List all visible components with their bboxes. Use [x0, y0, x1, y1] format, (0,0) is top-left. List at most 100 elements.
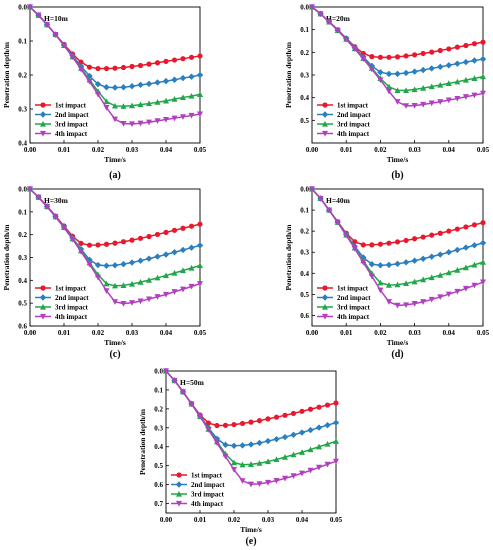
data-point: [78, 248, 84, 255]
legend-label: 1st impact: [55, 102, 87, 110]
data-point: [27, 4, 33, 11]
legend-label: 4th impact: [337, 313, 370, 321]
y-tick-label: 0.7: [154, 500, 163, 508]
x-tick-label: 0.05: [477, 146, 490, 154]
legend-label: 1st impact: [337, 285, 369, 293]
data-point: [154, 99, 161, 105]
y-tick-label: 0.1: [154, 386, 163, 394]
data-point: [163, 116, 169, 123]
data-point: [86, 64, 93, 70]
x-axis-label: Time/s: [104, 155, 126, 164]
data-point: [163, 291, 169, 298]
data-point: [265, 479, 271, 486]
data-point: [480, 220, 486, 226]
data-point: [471, 75, 478, 81]
data-point: [265, 416, 271, 422]
y-axis-label: Penetration depth/m: [2, 224, 11, 291]
data-point: [412, 236, 418, 242]
data-point: [403, 53, 409, 59]
legend-marker: [322, 130, 328, 137]
data-point: [420, 234, 426, 240]
y-tick-label: 0.3: [300, 72, 309, 80]
data-point: [188, 401, 195, 408]
panel-caption: (a): [109, 170, 121, 181]
chart-panel: 0.00 0.01 0.02 0.03 0.04 0.05 0.0 0.1 0.2 0.3 0.4 0…: [284, 4, 490, 182]
legend-marker: [175, 481, 183, 488]
legend-label: 1st impact: [337, 102, 369, 110]
x-tick-label: 0.02: [92, 329, 105, 337]
data-point: [299, 470, 305, 477]
data-point: [61, 224, 67, 231]
data-point: [360, 242, 366, 248]
data-point: [377, 241, 383, 247]
data-point: [480, 259, 486, 265]
data-point: [462, 264, 469, 271]
data-point: [394, 239, 401, 245]
data-point: [411, 86, 418, 93]
data-point: [265, 458, 271, 465]
legend-marker: [176, 500, 182, 507]
data-point: [154, 118, 161, 124]
data-point: [163, 97, 169, 104]
y-tick-label: 0.4: [154, 443, 163, 451]
data-point: [146, 277, 152, 283]
data-point: [129, 237, 135, 243]
y-tick-label: 0.0: [300, 4, 309, 12]
data-point: [137, 257, 144, 264]
data-point: [197, 414, 203, 420]
data-point: [137, 101, 144, 108]
data-point: [256, 481, 263, 487]
data-point: [480, 39, 486, 45]
data-point: [188, 244, 195, 251]
legend-marker: [322, 303, 328, 310]
data-point: [462, 94, 469, 100]
data-point: [377, 69, 384, 76]
data-point: [386, 54, 392, 60]
data-point: [403, 302, 410, 309]
data-point: [197, 221, 203, 227]
x-tick-label: 0.05: [477, 329, 490, 337]
data-point: [445, 269, 452, 276]
x-tick-label: 0.04: [296, 516, 309, 524]
x-tick-label: 0.01: [58, 329, 71, 337]
data-point: [44, 22, 50, 28]
legend-marker: [40, 102, 46, 108]
data-point: [385, 88, 392, 95]
x-tick-label: 0.05: [194, 329, 207, 337]
data-point: [463, 42, 469, 49]
data-point: [437, 99, 444, 105]
data-point: [351, 46, 358, 53]
data-point: [324, 440, 331, 447]
data-point: [454, 246, 461, 254]
y-tick-label: 0.6: [154, 481, 163, 489]
y-tick-label: 0.5: [18, 300, 27, 308]
height-annotation: H=50m: [180, 378, 205, 387]
data-point: [402, 259, 410, 266]
data-point: [480, 90, 486, 97]
data-point: [128, 83, 136, 90]
data-point: [44, 203, 50, 210]
data-point: [333, 400, 339, 406]
data-point: [197, 91, 203, 97]
data-point: [428, 274, 435, 281]
data-point: [273, 456, 280, 463]
legend-marker: [322, 120, 328, 127]
y-tick-label: 0.3: [300, 249, 309, 257]
data-point: [471, 242, 478, 249]
data-point: [402, 69, 410, 77]
x-tick-label: 0.02: [374, 146, 387, 154]
data-point: [290, 431, 297, 439]
data-point: [95, 274, 101, 281]
data-point: [368, 273, 375, 280]
data-point: [394, 281, 401, 288]
data-point: [154, 253, 161, 260]
data-point: [351, 246, 358, 252]
legend-label: 2nd impact: [337, 294, 371, 302]
y-tick-label: 0.0: [300, 186, 309, 194]
data-point: [94, 80, 102, 88]
data-point: [428, 253, 435, 260]
y-axis-label: Penetration depth/m: [284, 224, 293, 291]
data-point: [95, 242, 101, 248]
data-point: [103, 98, 110, 105]
data-point: [445, 62, 452, 69]
